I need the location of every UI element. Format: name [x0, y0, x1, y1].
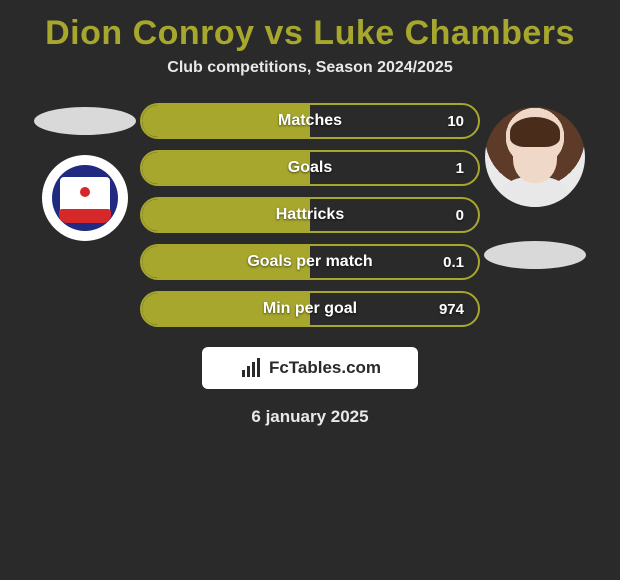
stat-row: Hattricks 0 — [140, 197, 480, 233]
stat-value-right: 10 — [447, 113, 464, 130]
stat-fill — [142, 152, 310, 184]
badge-inner — [52, 165, 118, 231]
right-player-column — [480, 103, 590, 269]
chart-icon — [239, 356, 263, 380]
stat-row: Goals 1 — [140, 150, 480, 186]
page-subtitle: Club competitions, Season 2024/2025 — [0, 59, 620, 103]
stat-value-right: 0.1 — [443, 254, 464, 271]
stat-label: Goals per match — [247, 253, 372, 271]
stat-row: Goals per match 0.1 — [140, 244, 480, 280]
comparison-content: Matches 10 Goals 1 Hattricks 0 Goals per match… — [0, 103, 620, 327]
right-player-photo — [485, 107, 585, 207]
stat-value-right: 0 — [456, 207, 464, 224]
left-player-column — [30, 103, 140, 241]
brand-label: FcTables.com — [269, 358, 381, 378]
left-player-ellipse — [34, 107, 136, 135]
badge-banner — [59, 209, 112, 223]
stat-row: Matches 10 — [140, 103, 480, 139]
stat-row: Min per goal 974 — [140, 291, 480, 327]
stat-label: Min per goal — [263, 300, 357, 318]
stats-list: Matches 10 Goals 1 Hattricks 0 Goals per match… — [140, 103, 480, 327]
date-label: 6 january 2025 — [0, 407, 620, 427]
left-club-badge — [42, 155, 128, 241]
hair-shape — [510, 117, 560, 147]
stat-label: Goals — [288, 159, 332, 177]
brand-box[interactable]: FcTables.com — [202, 347, 418, 389]
stat-label: Matches — [278, 112, 342, 130]
stat-value-right: 1 — [456, 160, 464, 177]
right-player-ellipse — [484, 241, 586, 269]
page-title: Dion Conroy vs Luke Chambers — [0, 0, 620, 59]
stat-value-right: 974 — [439, 301, 464, 318]
stat-label: Hattricks — [276, 206, 344, 224]
